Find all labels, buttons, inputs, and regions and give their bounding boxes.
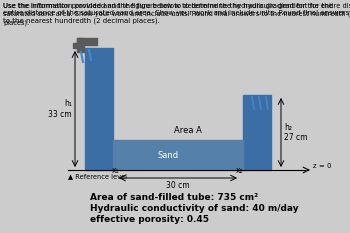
Bar [77,38,84,52]
Text: x₂: x₂ [236,166,244,175]
Text: Sand: Sand [158,151,178,160]
Text: Area of sand-filled tube: 735 cm²: Area of sand-filled tube: 735 cm² [90,193,258,202]
Text: ▲ Reference level: ▲ Reference level [68,173,127,179]
Bar [113,140,243,170]
Text: Use the information provided and the figure below to determine the hydraulic gra: Use the information provided and the fig… [3,3,349,24]
Text: 30 cm: 30 cm [166,181,190,190]
Text: h₁
33 cm: h₁ 33 cm [48,99,72,119]
Bar [243,95,271,170]
Text: x₁: x₁ [112,166,120,175]
Bar [77,38,97,45]
Text: z = 0: z = 0 [313,163,331,169]
Bar [73,43,78,48]
Text: h₂
27 cm: h₂ 27 cm [284,123,308,142]
Text: effective porosity: 0.45: effective porosity: 0.45 [90,215,209,224]
Text: Use the information provided and the figure below to determine the hydraulic gra: Use the information provided and the fig… [3,3,350,25]
Bar [85,48,113,170]
Text: Area A: Area A [174,126,202,135]
Text: Hydraulic conductivity of sand: 40 m/day: Hydraulic conductivity of sand: 40 m/day [90,204,299,213]
